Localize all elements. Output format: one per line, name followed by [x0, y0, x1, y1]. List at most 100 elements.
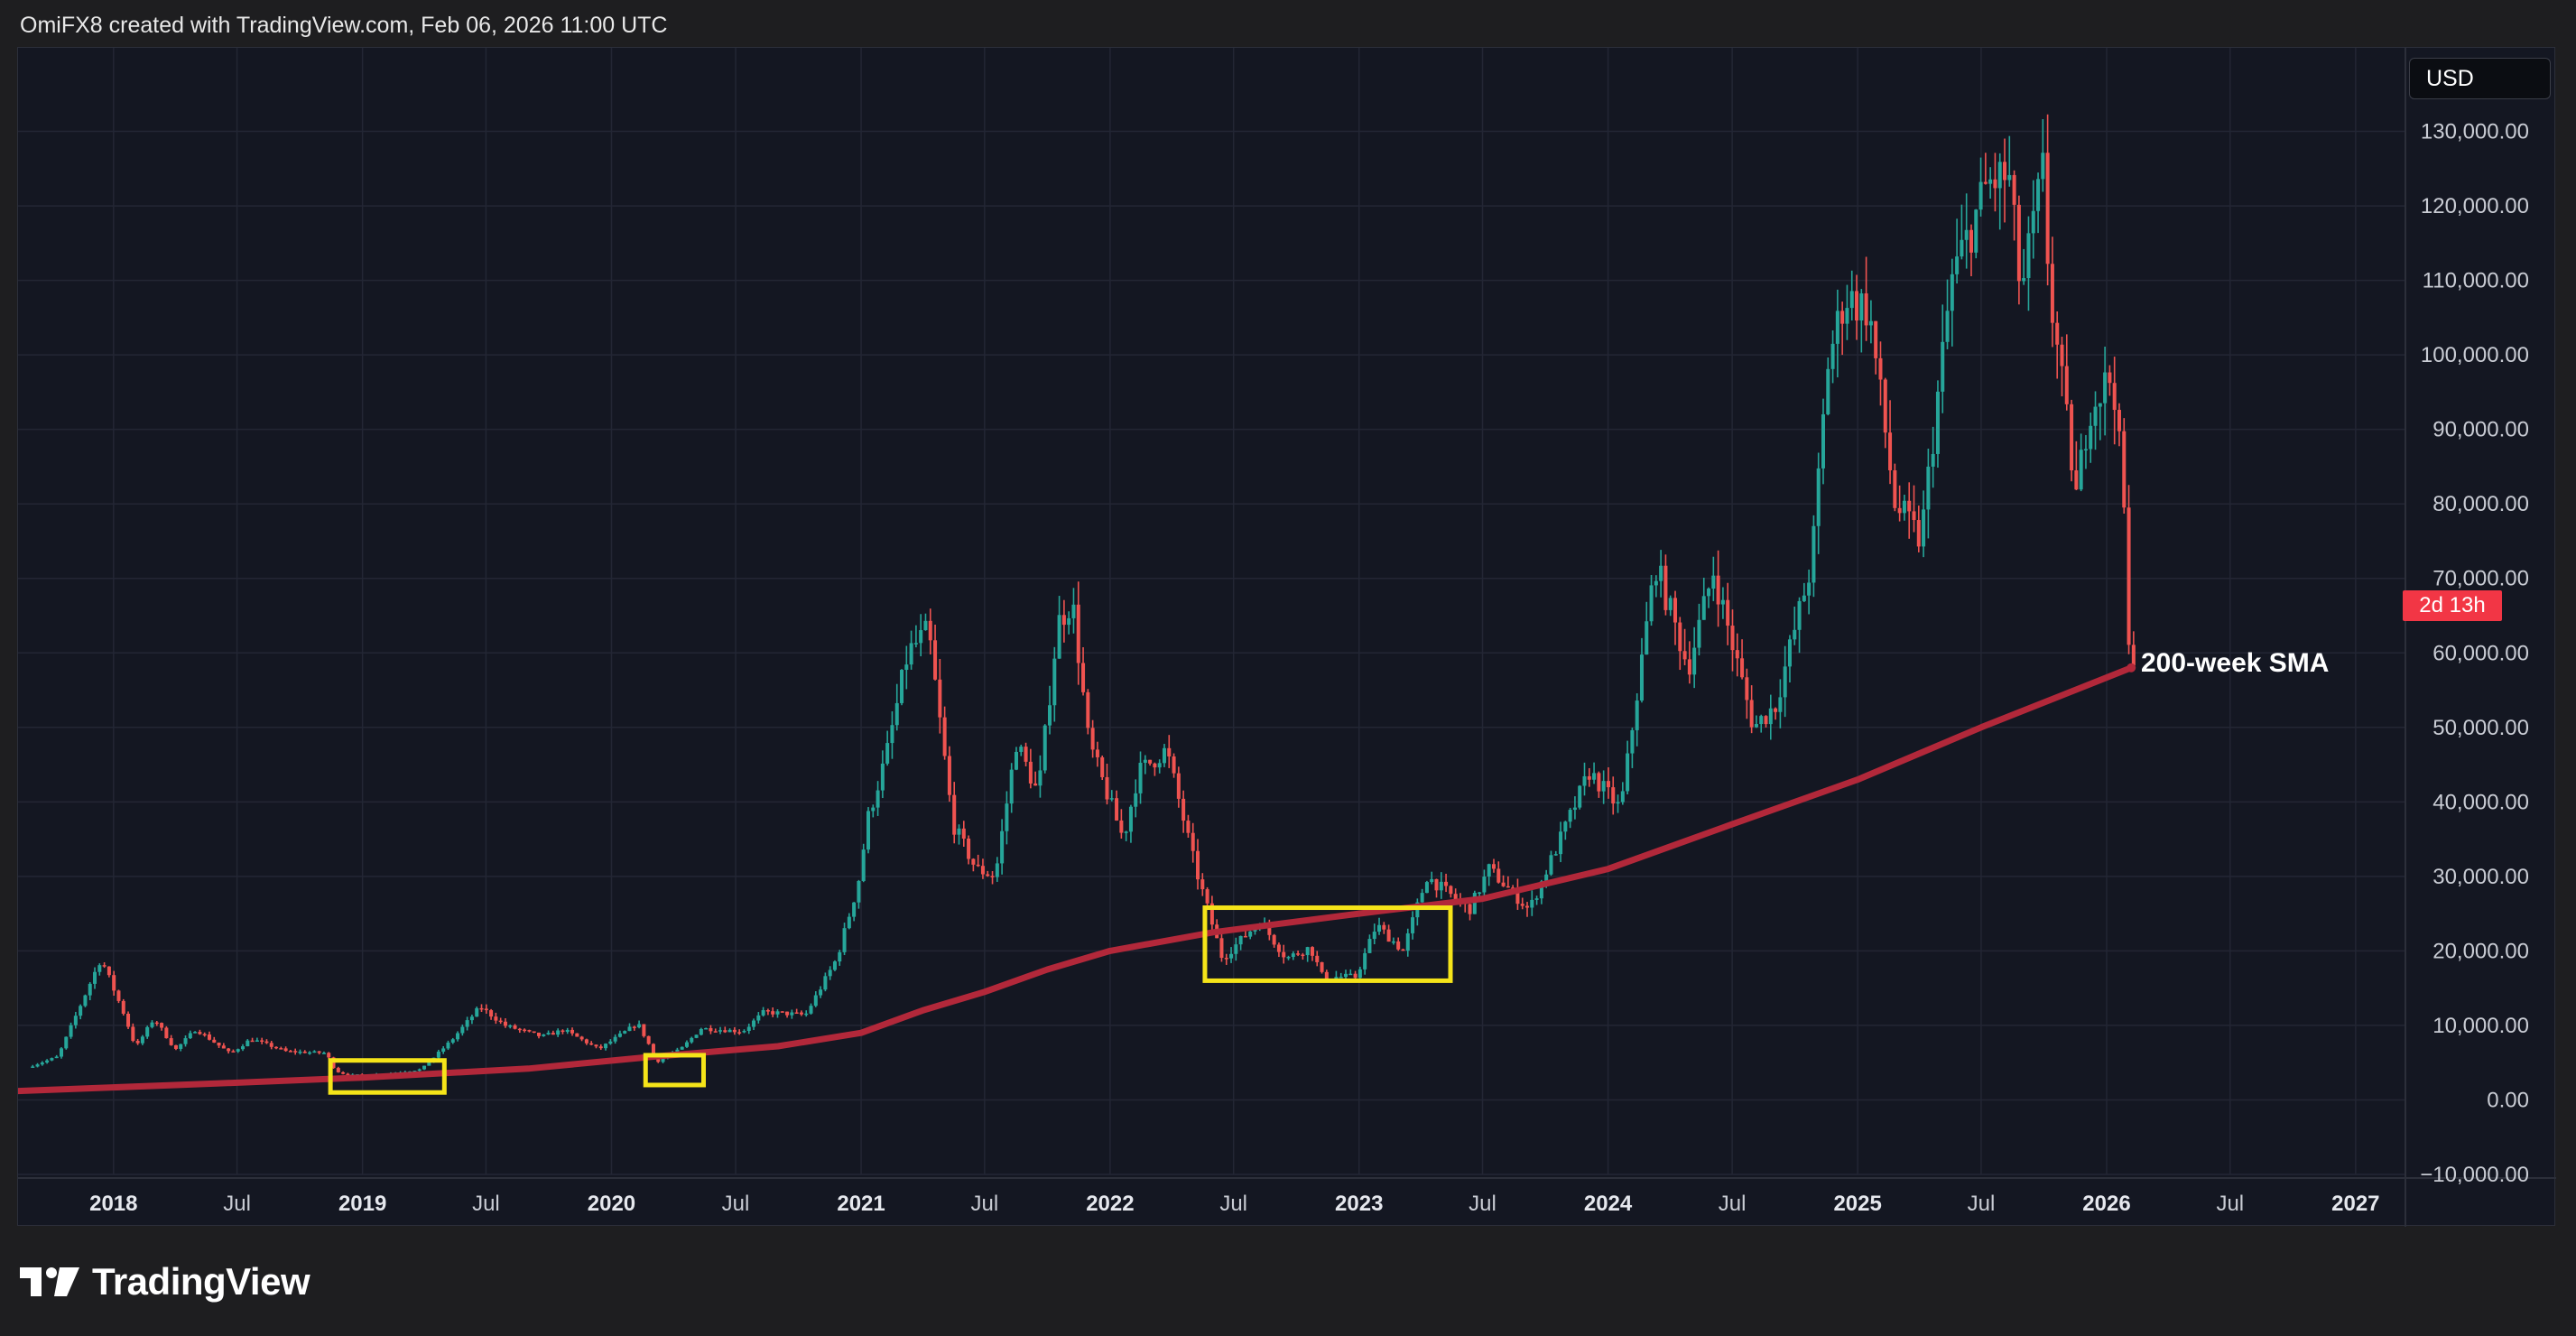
- candle-body: [1128, 806, 1133, 832]
- candle-body: [188, 1033, 192, 1039]
- candle-body: [1511, 887, 1515, 889]
- candle-body: [579, 1036, 584, 1040]
- candle-body: [967, 838, 971, 859]
- candle-body: [31, 1066, 35, 1068]
- candle-body: [1272, 934, 1276, 945]
- candle-body: [809, 1006, 813, 1014]
- candle-body: [193, 1032, 198, 1034]
- candle-body: [1997, 162, 2002, 189]
- candle-body: [2089, 425, 2093, 450]
- highlight-box: [1202, 905, 1453, 983]
- candle-body: [2036, 179, 2041, 211]
- candle-body: [1941, 341, 1945, 392]
- candle-body: [1754, 724, 1758, 728]
- candle-body: [1678, 622, 1682, 652]
- candle-body: [1926, 466, 1931, 510]
- x-tick-label: 2021: [837, 1192, 885, 1216]
- candle-body: [990, 876, 995, 877]
- candle-body: [790, 1012, 794, 1016]
- candle-body: [1716, 575, 1720, 605]
- candle-body: [1086, 691, 1090, 728]
- x-tick-label: 2018: [89, 1192, 137, 1216]
- candle-body: [83, 995, 88, 1007]
- candle-body: [1697, 619, 1701, 648]
- candle-body: [570, 1029, 575, 1034]
- candle-body: [1411, 917, 1415, 933]
- candle-body: [1291, 953, 1295, 958]
- candle-body: [1019, 747, 1024, 752]
- candle-body: [1038, 770, 1042, 786]
- candle-body: [608, 1041, 613, 1044]
- candle-body: [1974, 209, 1978, 253]
- candle-body: [1931, 453, 1935, 467]
- currency-selector-button[interactable]: USD: [2409, 58, 2551, 99]
- candle-body: [1668, 598, 1673, 610]
- candle-body: [1401, 949, 1405, 951]
- candle-body: [575, 1033, 579, 1037]
- candle-body: [183, 1038, 188, 1044]
- candlestick-chart[interactable]: 2018 Jul 2019 Jul 2020 Jul 2021 Jul 2022 Jul 2023 J…: [18, 48, 2556, 1227]
- candle-body: [489, 1010, 494, 1017]
- candle-body: [1315, 955, 1320, 962]
- time-axis: 2018 Jul 2019 Jul 2020 Jul 2021 Jul 2022 Jul 2023 J…: [89, 1192, 2379, 1216]
- candle-body: [880, 763, 885, 791]
- candle-body: [1115, 798, 1119, 821]
- candle-body: [1195, 850, 1200, 880]
- candle-body: [923, 620, 928, 631]
- highlight-boxes: [328, 905, 1453, 1095]
- candle-body: [804, 1013, 809, 1016]
- chart-panel[interactable]: 2018 Jul 2019 Jul 2020 Jul 2021 Jul 2022 Jul 2023 J…: [17, 47, 2556, 1227]
- candle-body: [709, 1027, 713, 1032]
- candle-body: [1960, 239, 1964, 257]
- candle-body: [1597, 773, 1601, 792]
- candle-body: [1430, 878, 1434, 883]
- candle-body: [59, 1048, 63, 1057]
- candle-body: [1563, 821, 1568, 832]
- candle-body: [274, 1046, 279, 1049]
- candle-body: [1248, 931, 1253, 937]
- candle-body: [1243, 935, 1247, 938]
- candle-body: [1238, 935, 1243, 945]
- candle-body: [2103, 372, 2108, 404]
- candle-body: [54, 1056, 59, 1059]
- candle-body: [121, 1000, 125, 1014]
- candle-body: [1534, 898, 1539, 900]
- candle-body: [1964, 229, 1969, 240]
- candle-body: [1296, 953, 1301, 955]
- candle-body: [1138, 762, 1143, 793]
- y-tick-label: 30,000.00: [2432, 865, 2529, 889]
- candle-body: [1377, 924, 1382, 932]
- candle-body: [1525, 905, 1530, 908]
- candle-body: [1740, 658, 1745, 678]
- candle-body: [2016, 204, 2021, 282]
- candle-body: [871, 807, 876, 812]
- candle-body: [50, 1058, 54, 1061]
- candle-body: [312, 1051, 317, 1053]
- candle-body: [589, 1043, 594, 1045]
- candle-body: [1071, 604, 1076, 618]
- candle-body: [1434, 878, 1439, 891]
- candle-body: [1167, 747, 1172, 756]
- candle-body: [1282, 951, 1286, 958]
- tradingview-brand[interactable]: TradingView: [20, 1260, 310, 1304]
- candle-body: [1334, 977, 1339, 979]
- candle-body: [780, 1011, 784, 1013]
- candle-body: [1267, 924, 1272, 935]
- candle-body: [894, 702, 899, 726]
- candle-body: [1549, 855, 1553, 875]
- candle-body: [1396, 941, 1401, 950]
- candle-body: [713, 1031, 718, 1033]
- y-tick-label: −10,000.00: [2420, 1163, 2529, 1187]
- candle-body: [847, 916, 851, 929]
- candle-body: [1778, 697, 1783, 712]
- candle-body: [876, 790, 880, 808]
- candle-body: [1229, 953, 1234, 959]
- candle-body: [2012, 174, 2016, 205]
- candle-body: [331, 1057, 336, 1069]
- y-tick-label: 70,000.00: [2432, 567, 2529, 591]
- sma-annotation-label: 200-week SMA: [2141, 648, 2330, 678]
- candle-body: [1482, 877, 1487, 893]
- candle-body: [680, 1046, 684, 1050]
- grid-lines: [18, 48, 2556, 1227]
- candle-body: [2098, 403, 2102, 407]
